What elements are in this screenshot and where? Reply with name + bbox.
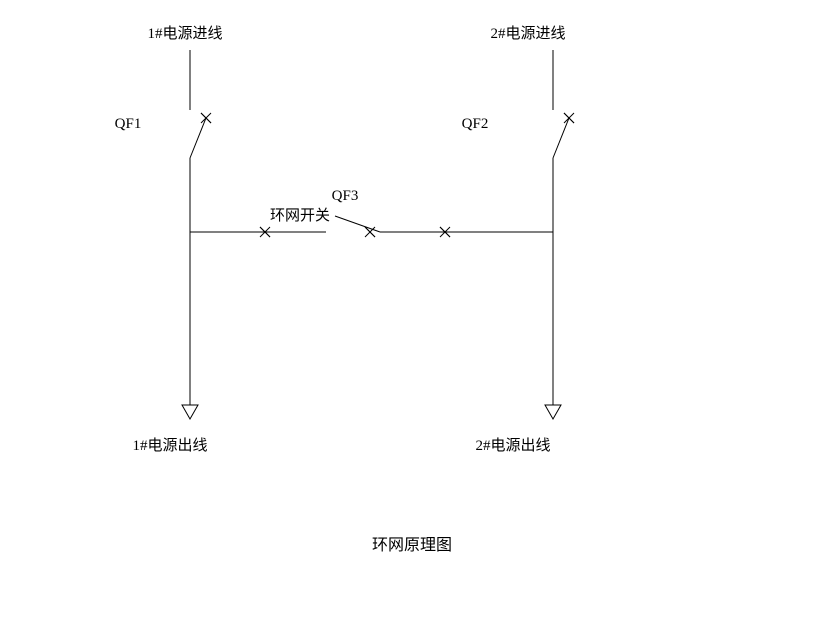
qf3-lever: [335, 216, 380, 232]
left-breaker-lever: [190, 118, 206, 158]
label-incoming-1: 1#电源进线: [147, 25, 222, 42]
diagram-title: 环网原理图: [372, 537, 452, 554]
label-qf3: QF3: [332, 188, 359, 204]
left-out-arrow: [182, 405, 198, 419]
label-qf1: QF1: [115, 116, 142, 132]
label-outgoing-2: 2#电源出线: [475, 437, 550, 454]
right-out-arrow: [545, 405, 561, 419]
label-ring-switch: 环网开关: [270, 207, 330, 224]
right-breaker-lever: [553, 118, 569, 158]
label-incoming-2: 2#电源进线: [490, 25, 565, 42]
label-outgoing-1: 1#电源出线: [132, 437, 207, 454]
ring-network-diagram: 1#电源进线 2#电源进线 QF1 QF2 QF3环网开关 1#电源出线 2#电源出线环网原…: [0, 0, 824, 618]
label-qf2: QF2: [462, 116, 489, 132]
